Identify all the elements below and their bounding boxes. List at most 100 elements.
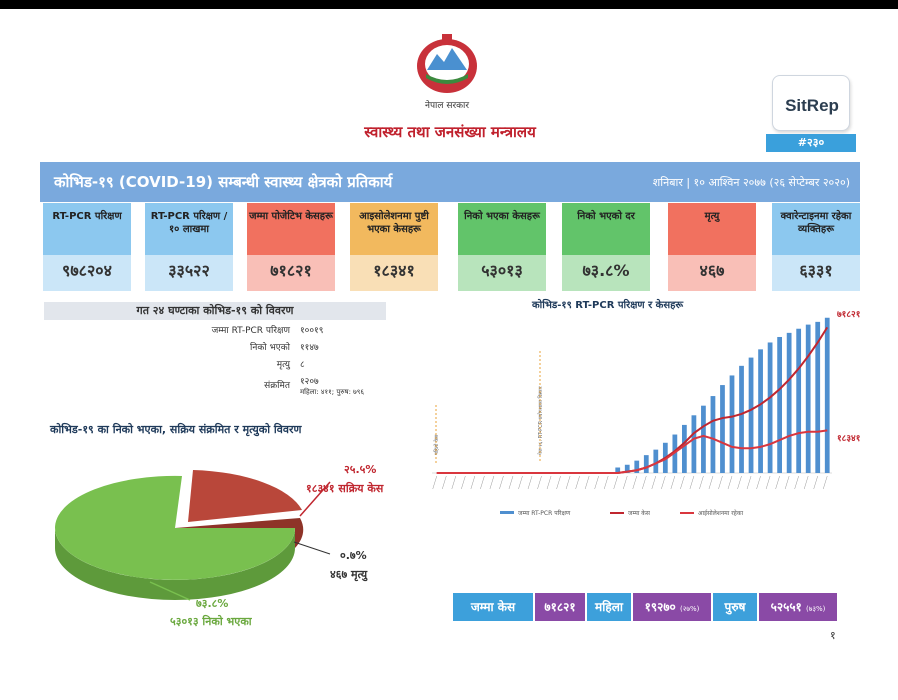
card-isolation-cases: आइसोलेशनमा पुष्टी भएका केसहरू १८३४१: [350, 203, 438, 291]
x-tick-mark: [603, 475, 609, 490]
bar-tests: [615, 467, 621, 473]
bottom-female-value: १९२७०: [644, 600, 676, 614]
x-tick-mark: [727, 475, 733, 490]
bottom-female-percent: (२७%): [679, 605, 700, 613]
x-tick-mark: [527, 475, 533, 490]
last24-infected-split: महिला: ४११; पुरुष: ७९६: [300, 388, 365, 396]
bar-tests: [786, 332, 792, 473]
x-tick-mark: [499, 475, 504, 490]
bar-tests: [748, 357, 754, 473]
banner-date: शनिबार | १० आश्विन २०७७ (२६ सेप्टेम्बर २…: [652, 176, 850, 189]
x-tick-mark: [432, 475, 438, 490]
card-quarantine: क्वारेन्टाइनमा रहेका व्यक्तिहरू ६३३१: [772, 203, 860, 291]
card-value: ३३५२२: [168, 261, 210, 280]
last24-row-value: ८: [300, 360, 305, 370]
x-tick-mark: [508, 475, 514, 490]
card-label: निको भएको दर: [577, 211, 635, 222]
legend-swatch-tests: [500, 511, 514, 514]
card-band: [772, 255, 860, 291]
x-tick-mark: [594, 475, 599, 490]
x-tick-mark: [803, 475, 809, 490]
card-rtpcr-per-million: RT-PCR परिक्षण /१० लाखमा ३३५२२: [145, 203, 233, 291]
bar-tests: [653, 449, 659, 473]
pie-recovered-label: ५३०१३ निको भएका: [170, 615, 252, 628]
x-tick-mark: [689, 475, 695, 490]
card-value: ९७८२०४: [62, 261, 112, 280]
card-value: ५३०१३: [481, 261, 523, 280]
last24-row-label: निको भएको: [250, 343, 290, 353]
last24-title: गत २४ घण्टाका कोभिड-१९ को विवरण: [44, 302, 386, 320]
bottom-female-label: महिला: [587, 593, 631, 621]
x-tick-mark: [546, 475, 552, 490]
x-tick-mark: [442, 475, 447, 490]
bottom-male-value: ५२५५१: [770, 600, 802, 614]
bar-tests: [739, 365, 744, 473]
x-tick-mark: [718, 475, 723, 490]
pie-death-percent: ०.७%: [340, 549, 367, 562]
x-tick-mark: [822, 475, 828, 490]
card-total-positive: जम्मा पोजेटिभ केसहरू ७१८२१: [247, 203, 335, 291]
pie-chart: [55, 470, 331, 601]
legend-tests: जम्मा RT-PCR परिक्षण: [518, 509, 571, 517]
x-tick-mark: [765, 475, 771, 490]
bar-tests: [720, 385, 725, 473]
last24-row-value: १२०७: [300, 377, 319, 387]
last24-row-value: ११४७: [300, 343, 319, 353]
title-banner: कोभिड-१९ (COVID-19) सम्बन्धी स्वास्थ्य क…: [40, 162, 860, 202]
pie-slice-recovered: [55, 475, 296, 580]
bar-tests: [805, 324, 811, 473]
pie-side-active: [175, 518, 304, 548]
x-tick-mark: [784, 475, 790, 490]
last24-row-label: मृत्यु: [276, 360, 290, 370]
sitrep-label: SitRep: [785, 96, 839, 115]
pie-slice-active: [188, 470, 302, 522]
x-tick-mark: [737, 475, 742, 490]
bottom-total-label: जम्मा केस: [453, 593, 533, 621]
x-tick-mark: [556, 475, 561, 490]
card-label: जम्मा पोजेटिभ केसहरू: [249, 211, 333, 222]
x-tick-mark: [480, 475, 485, 490]
pie-active-label: १८३४१ सक्रिय केस: [306, 482, 384, 495]
bar-tests: [796, 328, 802, 473]
card-label: मृत्यु: [704, 211, 720, 222]
bottom-male-label: पुरुष: [713, 593, 757, 621]
x-tick-mark: [756, 475, 761, 490]
top-black-bar: [0, 0, 898, 9]
end-label-isolation: १८३४१: [837, 434, 860, 444]
card-band: [350, 255, 438, 291]
chart-title: कोभिड-१९ RT-PCR परिक्षण र केसहरू: [532, 300, 684, 311]
bar-tests: [643, 455, 649, 473]
bar-tests: [624, 464, 630, 473]
card-label: RT-PCR परिक्षण: [52, 211, 122, 222]
card-band: [43, 255, 131, 291]
nepal-emblem-icon: [417, 34, 477, 93]
bar-tests: [824, 317, 830, 473]
x-tick-mark: [670, 475, 676, 490]
last24-row-label: जम्मा RT-PCR परिक्षण: [211, 326, 290, 336]
card-label: RT-PCR परिक्षण /१० लाखमा: [150, 211, 228, 235]
bottom-male-percent: (७३%): [805, 605, 826, 613]
card-label: क्वारेन्टाइनमा रहेका व्यक्तिहरू: [780, 211, 852, 235]
card-value: ७१८२१: [270, 261, 312, 280]
end-label-cases: ७१८२१: [837, 310, 860, 320]
x-tick-mark: [708, 475, 714, 490]
card-rtpcr-tests: RT-PCR परिक्षण ९७८२०४: [43, 203, 131, 291]
x-tick-mark: [613, 475, 618, 490]
bar-tests: [672, 434, 678, 473]
card-deaths: मृत्यु ४६७: [668, 203, 756, 291]
card-recovery-rate: निको भएको दर ७३.८%: [562, 203, 650, 291]
x-tick-mark: [489, 475, 495, 490]
pie-death-label: ४६७ मृत्यु: [330, 568, 368, 581]
pie-recovered-percent: ७३.८%: [196, 597, 229, 610]
last24-row-label: संक्रमित: [264, 381, 290, 391]
x-tick-mark: [575, 475, 580, 490]
legend-cases: जम्मा केस: [628, 509, 651, 517]
card-band: [668, 255, 756, 291]
x-tick-mark: [775, 475, 780, 490]
ministry-title: स्वास्थ्य तथा जनसंख्या मन्त्रालय: [364, 123, 536, 141]
x-tick-mark: [680, 475, 685, 490]
annotation-first-case: पहिलो केस: [433, 434, 440, 455]
sitrep-badge: SitRep: [772, 75, 850, 131]
line-isolation: [436, 429, 828, 474]
bar-tests: [777, 336, 782, 473]
